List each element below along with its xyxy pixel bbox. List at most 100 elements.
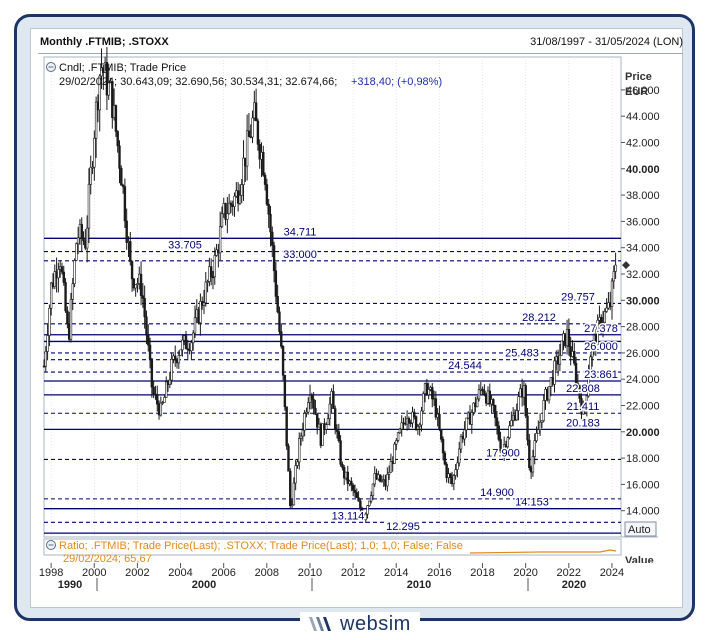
auto-scale-button[interactable]: Auto <box>624 521 657 537</box>
candle-body <box>294 465 297 484</box>
candle-body <box>179 349 182 356</box>
candle-body <box>156 394 159 405</box>
candle-body <box>515 410 518 421</box>
candle-body <box>226 213 229 220</box>
candle-body <box>163 397 166 403</box>
level-label: 22.808 <box>566 383 600 395</box>
candle-body <box>60 266 64 273</box>
candle-body <box>71 283 74 300</box>
x-tick-label: 2006 <box>211 567 235 579</box>
candle-body <box>227 202 231 214</box>
candle-body <box>431 387 434 400</box>
candle-body <box>351 484 355 491</box>
y-tick-label: 14.000 <box>626 506 660 518</box>
x-tick-label: 2002 <box>125 567 149 579</box>
legend-ohlc: 29/02/2024; 30.643,09; 32.690,56; 30.534… <box>59 76 337 88</box>
candle-body <box>278 311 281 332</box>
candle-body <box>98 75 101 111</box>
websim-logo-icon <box>309 617 331 631</box>
candle-body <box>42 365 46 368</box>
candle-body <box>475 398 479 408</box>
candle-body <box>177 355 181 364</box>
candle-body <box>111 81 114 118</box>
candle-body <box>174 355 177 361</box>
candle-body <box>325 424 328 430</box>
x-axis: 1998 2000 2002 2004 2006 2008 2010 2012 2014 2016… <box>39 563 624 591</box>
candle-body <box>510 420 513 427</box>
candle-body <box>274 270 278 297</box>
candle-body <box>335 429 339 432</box>
candle-body <box>441 439 445 454</box>
ratio-line <box>469 549 617 554</box>
candle-body <box>357 497 360 502</box>
candle-body <box>470 412 474 425</box>
candle-body <box>271 231 274 246</box>
x-tick-label: 1998 <box>39 567 63 579</box>
candle-body <box>289 470 292 506</box>
candle-body <box>353 490 357 493</box>
candle-body <box>589 356 592 376</box>
candle-body <box>456 462 459 470</box>
x-tick-label: 2004 <box>168 567 192 579</box>
candle-body <box>526 415 529 441</box>
candle-body <box>312 399 315 409</box>
y-tick-label: 30.000 <box>626 295 660 307</box>
candle-body <box>116 131 119 147</box>
candle-body <box>540 420 544 423</box>
candle-body <box>587 375 590 397</box>
candle-body <box>247 130 251 137</box>
candle-body <box>411 411 414 424</box>
candle-body <box>285 406 288 447</box>
last-price-marker <box>622 261 630 270</box>
candle-body <box>186 348 190 351</box>
candle-body <box>258 144 261 160</box>
candle-body <box>316 413 319 428</box>
level-label: 21.411 <box>567 401 600 413</box>
candle-body <box>321 423 324 446</box>
level-labels: 34.711 33.705 33.000 29.757 28.212 27.378 26.0… <box>167 225 620 535</box>
x-tick-label: 2016 <box>427 567 451 579</box>
candle-body <box>168 379 172 385</box>
y-tick-label: 22.000 <box>626 400 660 412</box>
candle-body <box>218 226 222 254</box>
candle-body <box>147 334 150 346</box>
candle-body <box>463 429 466 440</box>
candle-body <box>46 335 49 352</box>
candle-body <box>229 202 233 206</box>
candle-body <box>224 203 227 220</box>
candle-body <box>283 375 287 408</box>
level-label: 33.705 <box>168 240 202 252</box>
level-label: 29.757 <box>561 291 595 303</box>
candle-body <box>256 120 260 145</box>
candle-body <box>371 483 375 496</box>
price-axis-label: Price <box>625 71 652 83</box>
candle-body <box>301 429 305 437</box>
candle-body <box>493 405 497 419</box>
candle-body <box>143 298 146 318</box>
ratio-collapse-icon[interactable] <box>46 540 56 550</box>
candle-body <box>48 308 51 336</box>
candle-body <box>165 381 168 398</box>
candle-body <box>396 432 400 441</box>
candle-body <box>346 471 349 484</box>
level-label: 12.295 <box>386 521 420 533</box>
legend-change: +318,40; (+0,98%) <box>351 76 442 88</box>
candle-body <box>326 418 330 425</box>
candle-body <box>44 351 47 367</box>
candle-body <box>269 213 272 233</box>
x-tick-label: 2000 <box>82 567 106 579</box>
candle-body <box>580 398 583 415</box>
candle-body <box>87 184 91 229</box>
candle-body <box>492 399 495 406</box>
x-tick-label: 2008 <box>255 567 279 579</box>
candle-body <box>398 428 402 434</box>
candle-body <box>459 436 463 450</box>
candle-body <box>332 391 335 409</box>
candle-body <box>130 261 134 280</box>
candle-body <box>204 281 207 304</box>
candle-body <box>53 271 56 287</box>
candle-body <box>443 452 447 465</box>
legend-collapse-icon[interactable] <box>46 62 56 72</box>
candle-body <box>305 411 308 414</box>
